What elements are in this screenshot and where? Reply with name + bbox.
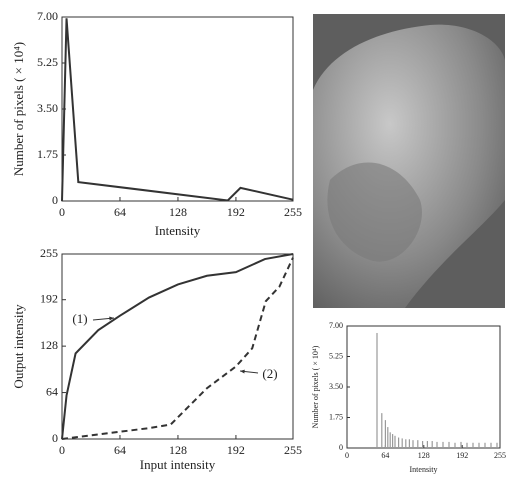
y-tick-label: 1.75: [37, 147, 58, 161]
y-tick-label: 5.25: [37, 55, 58, 69]
series-label: (2): [262, 366, 277, 381]
line-series: [61, 18, 294, 202]
y-tick-label: 0: [339, 443, 343, 452]
y-tick-label: 7.00: [329, 321, 343, 330]
x-tick-label: 192: [227, 205, 245, 219]
x-tick-label: 128: [418, 451, 430, 460]
x-tick-label: 64: [114, 205, 126, 219]
y-tick-label: 3.50: [329, 382, 343, 391]
x-tick-label: 255: [284, 443, 302, 457]
x-tick-label: 64: [381, 451, 389, 460]
y-tick-label: 0: [52, 431, 58, 445]
x-tick-label: 255: [494, 451, 506, 460]
y-tick-label: 7.00: [37, 9, 58, 23]
moon-image: [313, 14, 505, 308]
y-tick-label: 192: [40, 291, 58, 305]
line-series: [61, 257, 294, 440]
y-tick-label: 255: [40, 246, 58, 260]
moon-crater: [327, 162, 422, 262]
x-axis-label: Input intensity: [140, 457, 216, 472]
y-axis-label: Output intensity: [11, 304, 26, 389]
plot-frame: [61, 16, 294, 202]
x-tick-label: 128: [169, 205, 187, 219]
x-axis-label: Intensity: [410, 465, 438, 474]
y-axis-label: Number of pixels ( × 10⁴): [311, 345, 320, 428]
arrow-head: [109, 316, 114, 321]
x-axis-label: Intensity: [155, 223, 201, 238]
x-tick-label: 192: [227, 443, 245, 457]
x-tick-label: 192: [456, 451, 468, 460]
y-axis-label: Number of pixels ( × 10⁴): [11, 42, 26, 176]
series-label: (1): [72, 311, 87, 326]
y-tick-label: 0: [52, 193, 58, 207]
plot-frame: [61, 253, 294, 440]
x-tick-label: 0: [59, 443, 65, 457]
x-tick-label: 0: [59, 205, 65, 219]
y-tick-label: 128: [40, 338, 58, 352]
line-series: [61, 253, 294, 440]
y-tick-label: 5.25: [329, 351, 343, 360]
arrow-head: [240, 369, 245, 374]
y-tick-label: 64: [46, 384, 58, 398]
x-tick-label: 0: [345, 451, 349, 460]
plot-frame: [346, 325, 501, 449]
y-tick-label: 1.75: [329, 412, 343, 421]
x-tick-label: 255: [284, 205, 302, 219]
x-tick-label: 128: [169, 443, 187, 457]
x-tick-label: 64: [114, 443, 126, 457]
y-tick-label: 3.50: [37, 101, 58, 115]
